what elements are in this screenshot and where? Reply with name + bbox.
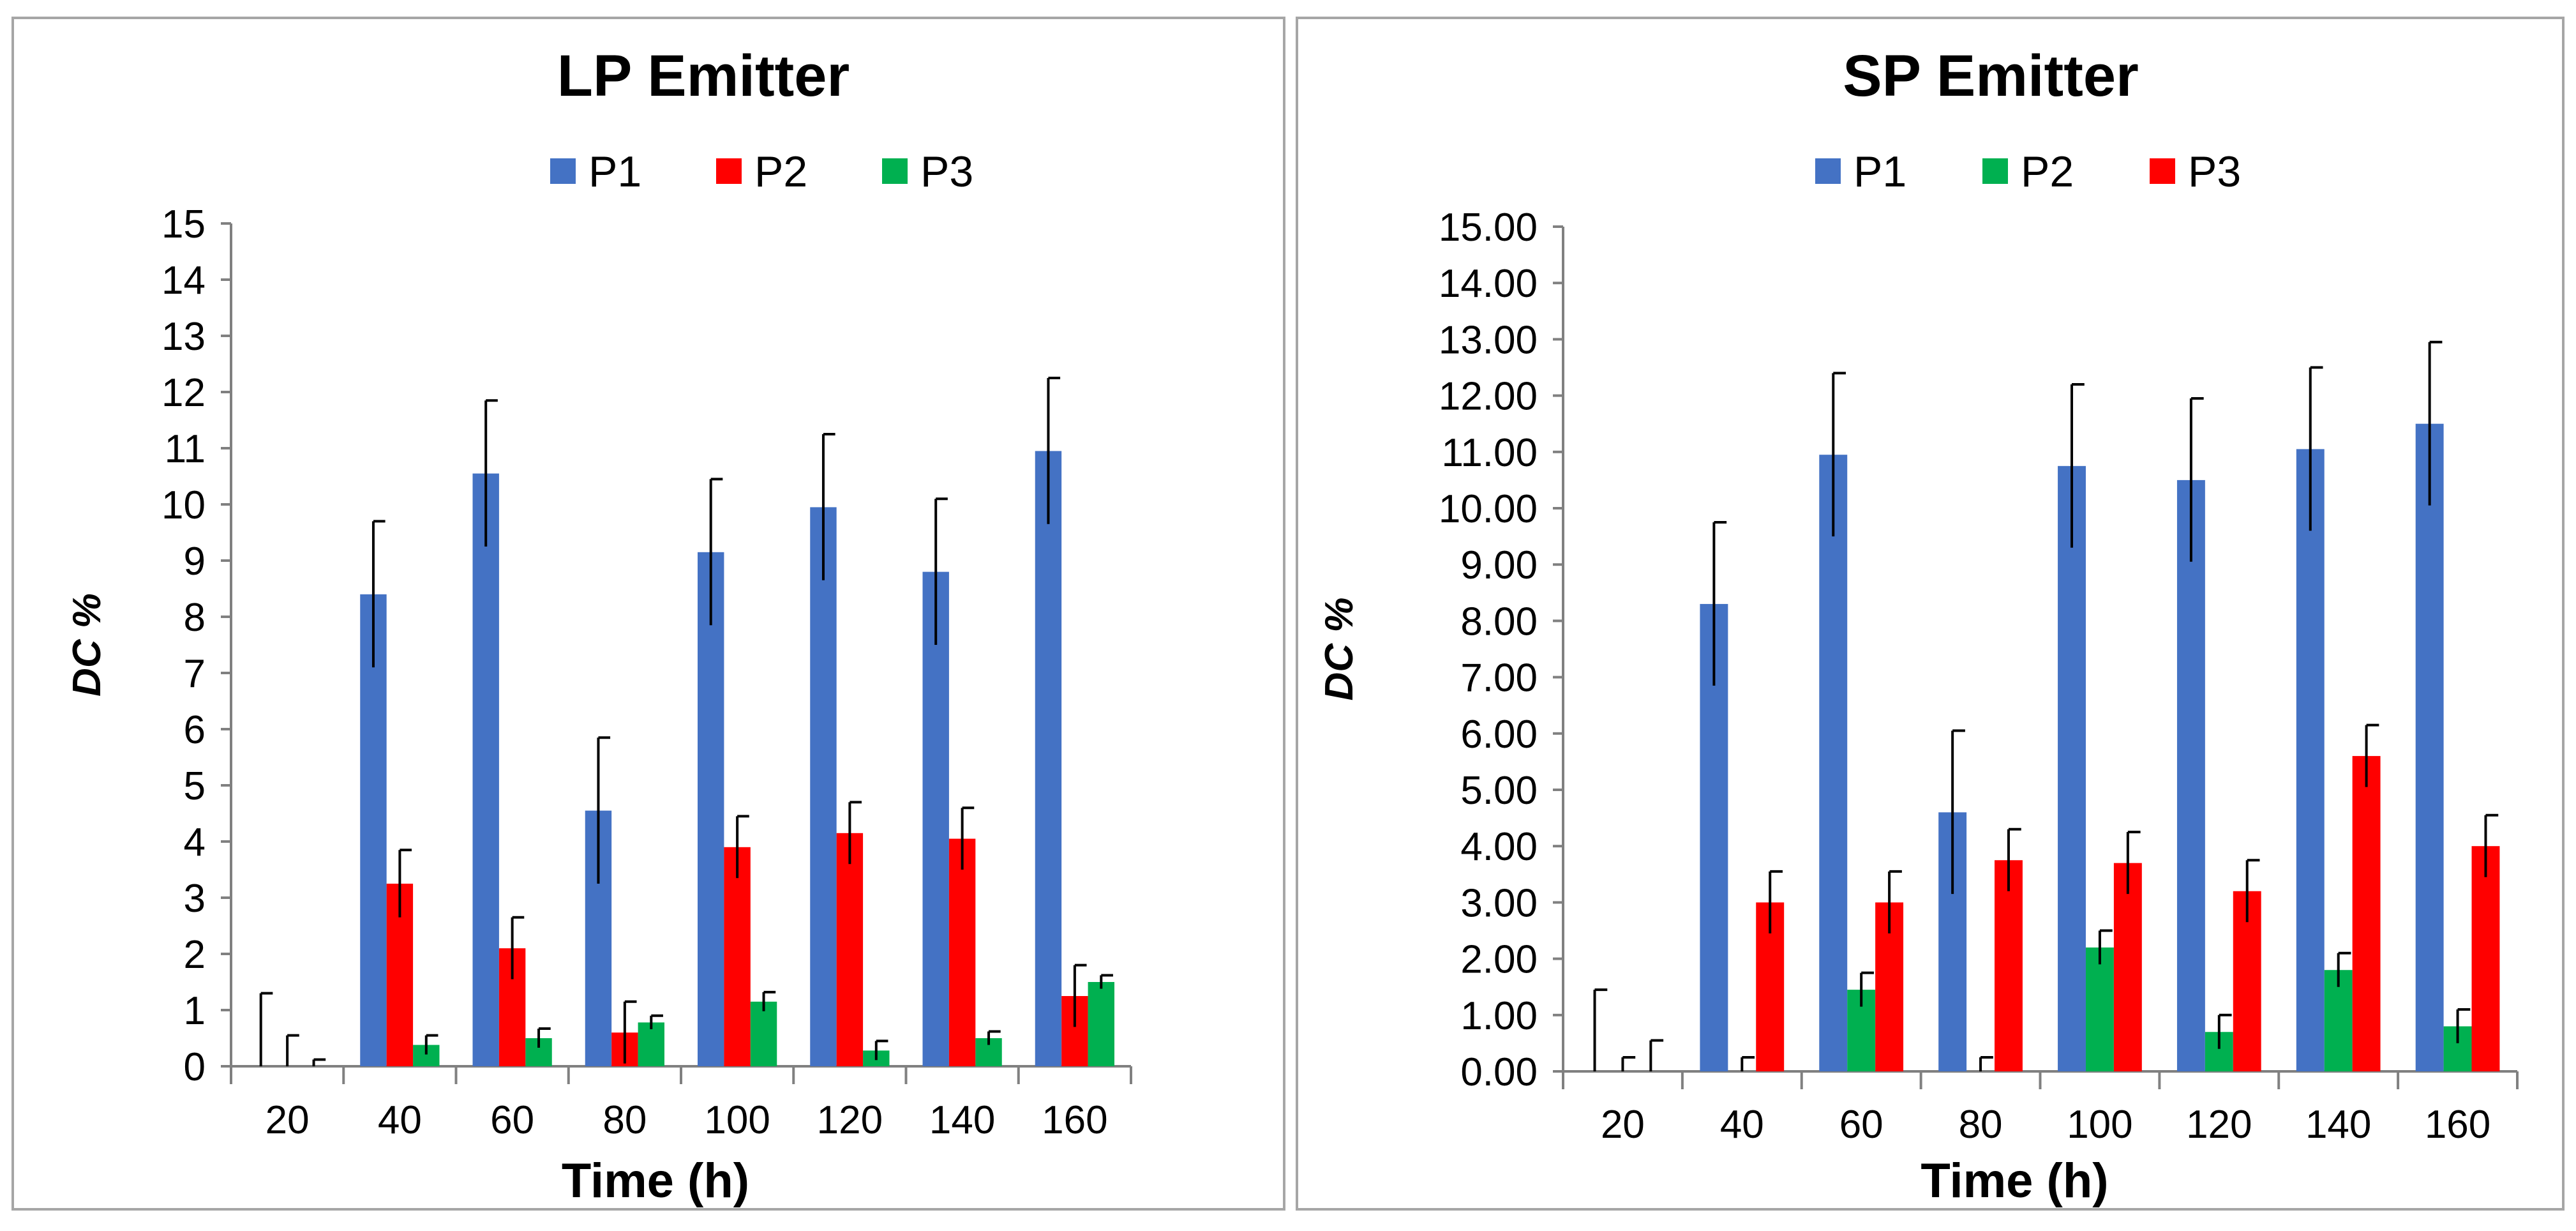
- lp-y-tick-label: 5: [184, 764, 206, 808]
- lp-y-tick-label: 0: [184, 1045, 206, 1089]
- sp-y-tick-label: 6.00: [1460, 713, 1538, 757]
- lp-x-tick-label: 60: [490, 1098, 534, 1142]
- lp-y-tick-label: 3: [184, 877, 206, 921]
- lp-y-tick-label: 9: [184, 540, 206, 584]
- sp-x-axis-label: Time (h): [1921, 1154, 2108, 1208]
- sp-y-tick-label: 13.00: [1439, 318, 1538, 362]
- lp-legend-label-p2: P2: [754, 147, 807, 196]
- lp-y-tick-label: 8: [184, 596, 206, 640]
- lp-bar-p1-t60: [472, 473, 499, 1066]
- lp-bar-p1-t100: [697, 552, 724, 1066]
- lp-chart-title: LP Emitter: [557, 43, 850, 109]
- lp-x-tick-label: 120: [817, 1098, 883, 1142]
- sp-bar-p1-t120: [2176, 480, 2205, 1071]
- sp-x-tick-label: 100: [2067, 1103, 2132, 1147]
- sp-x-tick-label: 160: [2425, 1103, 2490, 1147]
- sp-x-tick-label: 60: [1839, 1103, 1883, 1147]
- lp-y-tick-label: 2: [184, 933, 206, 977]
- sp-y-tick-label: 2.00: [1460, 938, 1538, 982]
- sp-legend-swatch-p3: [2150, 158, 2175, 184]
- lp-x-tick-label: 20: [266, 1098, 310, 1142]
- lp-y-axis-label: DC %: [65, 593, 109, 697]
- lp-bar-p3-t80: [638, 1022, 665, 1066]
- sp-y-tick-label: 3.00: [1460, 881, 1538, 925]
- sp-legend-swatch-p1: [1815, 158, 1841, 184]
- lp-y-tick-label: 15: [161, 202, 206, 246]
- sp-x-tick-label: 80: [1959, 1103, 2003, 1147]
- sp-legend-label-p3: P3: [2188, 147, 2241, 196]
- lp-bar-p1-t120: [810, 507, 837, 1066]
- sp-bar-p3-t80: [1995, 860, 2023, 1071]
- sp-bar-p3-t100: [2113, 863, 2142, 1071]
- sp-y-tick-label: 14.00: [1439, 262, 1538, 306]
- lp-bar-p2-t120: [836, 833, 864, 1066]
- lp-x-axis-label: Time (h): [562, 1154, 749, 1208]
- sp-legend-swatch-p2: [1982, 158, 2008, 184]
- lp-y-tick-label: 7: [184, 652, 206, 696]
- lp-y-tick-label: 14: [161, 259, 206, 303]
- sp-y-tick-label: 10.00: [1439, 487, 1538, 531]
- lp-bar-p1-t160: [1035, 451, 1062, 1066]
- sp-legend-label-p2: P2: [2021, 147, 2074, 196]
- sp-y-axis-label: DC %: [1317, 598, 1361, 701]
- lp-y-tick-label: 13: [161, 315, 206, 359]
- lp-x-tick-label: 100: [704, 1098, 770, 1142]
- sp-bar-p2-t100: [2085, 947, 2114, 1071]
- sp-y-tick-label: 12.00: [1439, 375, 1538, 419]
- sp-bar-p1-t140: [2296, 449, 2325, 1071]
- lp-bar-p3-t100: [750, 1001, 777, 1066]
- sp-bar-p1-t160: [2415, 423, 2444, 1071]
- sp-y-tick-label: 0.00: [1460, 1050, 1538, 1094]
- sp-emitter-chart: SP Emitter P1 P2 P3 0.00 1.00 2.00 3.00 4.00 5.00…: [1317, 43, 2519, 1208]
- sp-y-tick-label: 11.00: [1441, 431, 1538, 475]
- lp-legend-swatch-p2: [716, 158, 742, 184]
- lp-x-tick-label: 160: [1042, 1098, 1107, 1142]
- sp-x-tick-label: 20: [1601, 1103, 1645, 1147]
- lp-emitter-chart-panel: LP Emitter P1 P2 P3 0 1 2 3 4 5 6 7 8 9 10 11 12 13 14 15 DC…: [11, 17, 1285, 1211]
- lp-y-tick-label: 6: [184, 708, 206, 752]
- sp-y-tick-label: 9.00: [1460, 543, 1538, 587]
- lp-x-tick-label: 80: [603, 1098, 647, 1142]
- sp-x-tick-label: 120: [2186, 1103, 2252, 1147]
- lp-bar-p2-t140: [948, 838, 976, 1066]
- lp-x-tick-label: 140: [929, 1098, 995, 1142]
- sp-x-tick-label: 140: [2305, 1103, 2371, 1147]
- lp-legend-label-p3: P3: [920, 147, 973, 196]
- lp-legend-swatch-p3: [882, 158, 908, 184]
- lp-y-tick-label: 12: [161, 371, 206, 415]
- sp-y-tick-label: 7.00: [1460, 656, 1538, 700]
- lp-y-tick-label: 1: [184, 989, 206, 1033]
- sp-y-tick-label: 4.00: [1460, 825, 1538, 869]
- sp-y-tick-label: 1.00: [1460, 994, 1538, 1038]
- lp-y-tick-label: 10: [161, 483, 206, 527]
- lp-legend-swatch-p1: [550, 158, 576, 184]
- sp-bar-p1-t60: [1819, 455, 1848, 1071]
- sp-y-tick-label: 5.00: [1460, 769, 1538, 813]
- lp-y-tick-label: 4: [184, 820, 206, 865]
- lp-y-tick-label: 11: [165, 427, 206, 471]
- lp-bar-p3-t160: [1088, 982, 1115, 1066]
- sp-legend-label-p1: P1: [1853, 147, 1906, 196]
- sp-bar-p3-t160: [2471, 846, 2500, 1071]
- sp-bar-p3-t140: [2352, 756, 2381, 1071]
- lp-legend-label-p1: P1: [588, 147, 641, 196]
- sp-x-tick-label: 40: [1720, 1103, 1764, 1147]
- lp-bar-p1-t40: [360, 594, 387, 1066]
- lp-bar-p2-t100: [724, 847, 751, 1066]
- sp-chart-title: SP Emitter: [1843, 43, 2139, 109]
- sp-emitter-chart-panel: SP Emitter P1 P2 P3 0.00 1.00 2.00 3.00 4.00 5.00…: [1296, 17, 2565, 1211]
- lp-x-tick-label: 40: [378, 1098, 422, 1142]
- lp-bar-p1-t140: [922, 571, 949, 1066]
- sp-bar-p1-t100: [2058, 465, 2086, 1071]
- sp-y-tick-label: 15.00: [1439, 206, 1538, 250]
- sp-y-tick-label: 8.00: [1460, 600, 1538, 644]
